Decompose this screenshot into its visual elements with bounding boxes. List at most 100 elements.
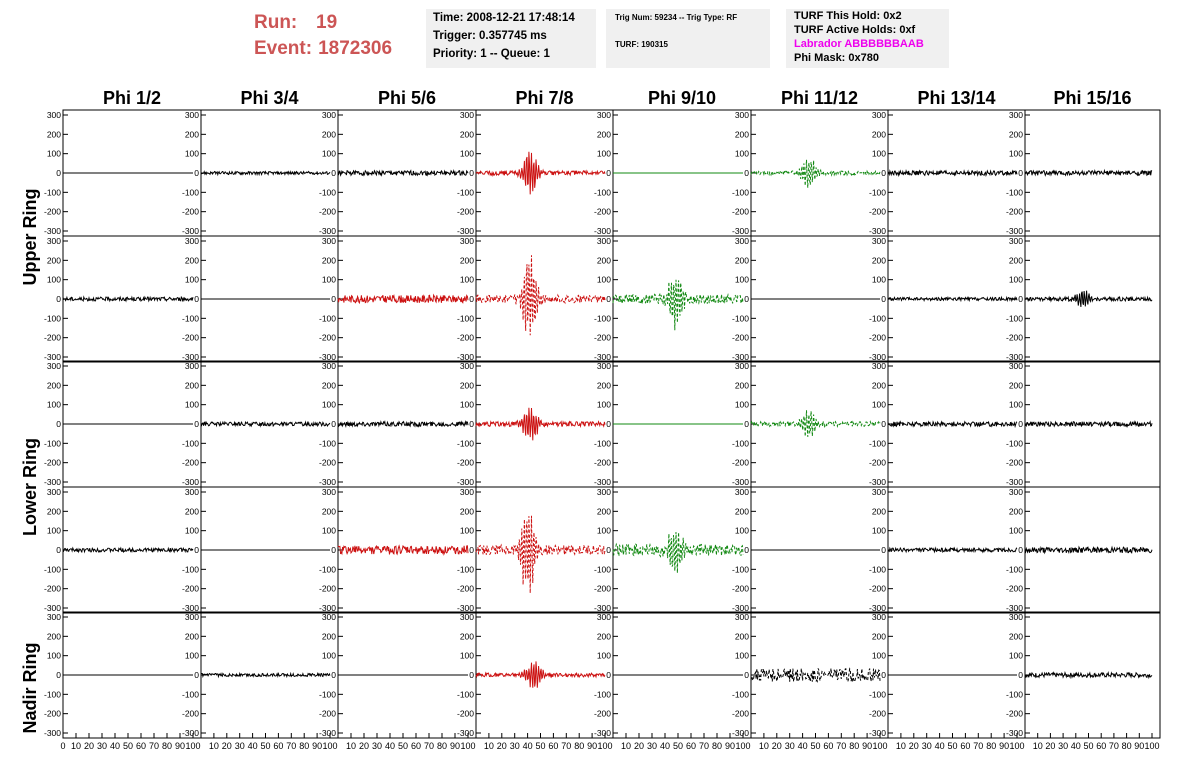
xtick-label: 70	[1109, 741, 1119, 751]
ytick-label: 200	[1009, 129, 1023, 139]
xtick-label: 100	[1009, 741, 1024, 751]
turf-active-holds: TURF Active Holds: 0xf	[794, 24, 916, 36]
xtick-label: 90	[1134, 741, 1144, 751]
ytick-label: -300	[1006, 226, 1023, 236]
ytick-label: 0	[1018, 545, 1023, 555]
ytick-label: -200	[44, 207, 61, 217]
ytick-label: -100	[1006, 438, 1023, 448]
xtick-label: 40	[935, 741, 945, 751]
ytick-label: -300	[594, 226, 611, 236]
ytick-label: 300	[47, 612, 61, 622]
ring-label-1: Upper Ring	[20, 189, 40, 286]
ytick-label: -100	[182, 564, 199, 574]
ytick-label: 100	[597, 651, 611, 661]
ytick-label: 300	[185, 487, 199, 497]
ytick-label: 300	[872, 487, 886, 497]
ytick-label: -200	[869, 584, 886, 594]
ytick-label: 100	[460, 651, 474, 661]
ytick-label: -200	[732, 458, 749, 468]
xtick-label: 20	[359, 741, 369, 751]
ytick-label: -200	[1006, 207, 1023, 217]
ytick-label: 100	[185, 275, 199, 285]
ytick-label: 0	[606, 168, 611, 178]
ytick-label: 100	[460, 526, 474, 536]
ytick-label: -100	[319, 187, 336, 197]
ytick-label: 100	[460, 400, 474, 410]
ytick-label: 100	[872, 526, 886, 536]
ytick-label: -100	[319, 564, 336, 574]
xtick-label: 90	[862, 741, 872, 751]
ytick-label: 0	[1018, 294, 1023, 304]
ytick-label: -100	[594, 689, 611, 699]
ytick-label: 200	[322, 380, 336, 390]
column-header-6: Phi 11/12	[781, 88, 858, 108]
ytick-label: -200	[319, 207, 336, 217]
ytick-label: 300	[735, 110, 749, 120]
waveform-r5-c6	[750, 667, 881, 684]
xtick-label: 30	[647, 741, 657, 751]
ytick-label: 100	[47, 275, 61, 285]
ytick-label: 200	[460, 255, 474, 265]
xtick-label: 40	[523, 741, 533, 751]
waveform-r2-c3	[337, 293, 469, 305]
ytick-label: 100	[47, 651, 61, 661]
ytick-label: 200	[322, 506, 336, 516]
ytick-label: 300	[1009, 487, 1023, 497]
ytick-label: -200	[319, 709, 336, 719]
ytick-label: 0	[56, 294, 61, 304]
ytick-label: 300	[735, 236, 749, 246]
ytick-label: -300	[457, 226, 474, 236]
xtick-label: 50	[398, 741, 408, 751]
xtick-label: 60	[686, 741, 696, 751]
xtick-label: 20	[84, 741, 94, 751]
xtick-label: 10	[484, 741, 494, 751]
xtick-label: 90	[725, 741, 735, 751]
xtick-label: 20	[222, 741, 232, 751]
ytick-label: 100	[185, 400, 199, 410]
waveform-r1-c7	[887, 169, 1018, 178]
xtick-label: 100	[460, 741, 475, 751]
ytick-label: -200	[44, 709, 61, 719]
ytick-label: 100	[1009, 400, 1023, 410]
xtick-label: 80	[437, 741, 447, 751]
ytick-label: 300	[460, 487, 474, 497]
ytick-label: 0	[606, 545, 611, 555]
panel-frame-r3-c7	[887, 360, 1026, 488]
xtick-label: 40	[660, 741, 670, 751]
xtick-label: 80	[574, 741, 584, 751]
xtick-label: 30	[785, 741, 795, 751]
ytick-label: 0	[331, 670, 336, 680]
ytick-label: 200	[47, 631, 61, 641]
ytick-label: -300	[732, 352, 749, 362]
ytick-label: -100	[1006, 187, 1023, 197]
ytick-label: 300	[460, 361, 474, 371]
ytick-label: 200	[47, 255, 61, 265]
column-header-1: Phi 1/2	[103, 88, 161, 108]
ytick-label: 100	[735, 275, 749, 285]
xtick-label: 90	[450, 741, 460, 751]
ytick-label: -300	[1006, 477, 1023, 487]
xtick-label: 70	[424, 741, 434, 751]
ytick-label: -100	[319, 438, 336, 448]
ytick-label: 200	[872, 129, 886, 139]
ytick-label: 200	[185, 380, 199, 390]
ytick-label: 0	[1018, 419, 1023, 429]
ytick-label: 200	[460, 129, 474, 139]
labrador-text: Labrador ABBBBBBAAB	[794, 38, 924, 50]
waveform-r2-c5	[612, 279, 744, 331]
ytick-label: 100	[47, 149, 61, 159]
ytick-label: -300	[182, 477, 199, 487]
ytick-label: -200	[1006, 333, 1023, 343]
ytick-label: 0	[194, 545, 199, 555]
xtick-label: 70	[286, 741, 296, 751]
xtick-label: 60	[548, 741, 558, 751]
ytick-label: -300	[182, 603, 199, 613]
ytick-label: 200	[460, 380, 474, 390]
ytick-label: 200	[597, 631, 611, 641]
ytick-label: -200	[182, 584, 199, 594]
ytick-label: 0	[56, 419, 61, 429]
ytick-label: 100	[872, 400, 886, 410]
ytick-label: -100	[44, 438, 61, 448]
waveform-r5-c4	[475, 661, 606, 688]
xtick-label: 90	[312, 741, 322, 751]
